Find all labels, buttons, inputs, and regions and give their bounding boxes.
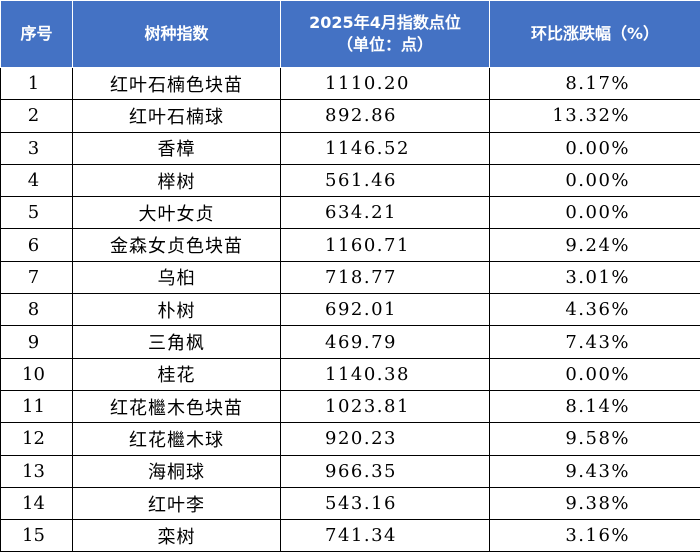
row-name-cell: 红花檵木球 (72, 422, 281, 456)
table-row: 12 红花檵木球 920.23 9.58% (0, 422, 700, 456)
row-change-cell: 0.00% (489, 163, 700, 198)
row-index-cell: 1110.20 (280, 67, 490, 101)
row-no-cell: 3 (0, 131, 73, 165)
row-index-cell: 634.21 (280, 196, 490, 230)
header-change: 环比涨跌幅（%） (489, 0, 700, 68)
row-name-cell: 红叶石楠色块苗 (72, 67, 281, 101)
table-header: 序号 树种指数 2025年4月指数点位 （单位：点） 环比涨跌幅（%） (0, 0, 700, 68)
header-row: 序号 树种指数 2025年4月指数点位 （单位：点） 环比涨跌幅（%） (0, 0, 700, 68)
table-row: 15 栾树 741.34 3.16% (0, 519, 700, 553)
table-row: 2 红叶石楠球 892.86 13.32% (0, 99, 700, 133)
row-change-cell: 9.38% (489, 486, 700, 521)
table-row: 10 桂花 1140.38 0.00% (0, 357, 700, 391)
table-row: 11 红花檵木色块苗 1023.81 8.14% (0, 389, 700, 424)
row-index-cell: 741.34 (280, 519, 490, 553)
row-name-cell: 三角枫 (72, 325, 281, 359)
header-no: 序号 (0, 0, 73, 68)
header-index: 2025年4月指数点位 （单位：点） (280, 0, 490, 68)
row-index-cell: 1023.81 (280, 389, 490, 424)
row-change-cell: 13.32% (489, 99, 700, 133)
row-no-cell: 12 (0, 422, 73, 456)
row-name-cell: 朴树 (72, 293, 281, 327)
table-row: 8 朴树 692.01 4.36% (0, 293, 700, 327)
row-no-cell: 15 (0, 519, 73, 553)
row-change-cell: 8.17% (489, 67, 700, 101)
row-change-cell: 4.36% (489, 293, 700, 327)
table-row: 9 三角枫 469.79 7.43% (0, 325, 700, 359)
row-index-cell: 469.79 (280, 325, 490, 359)
table-row: 5 大叶女贞 634.21 0.00% (0, 196, 700, 230)
row-change-cell: 8.14% (489, 389, 700, 424)
row-change-cell: 9.24% (489, 228, 700, 262)
table-row: 7 乌桕 718.77 3.01% (0, 260, 700, 295)
row-index-cell: 892.86 (280, 99, 490, 133)
table-row: 3 香樟 1146.52 0.00% (0, 131, 700, 165)
table-row: 13 海桐球 966.35 9.43% (0, 454, 700, 488)
row-no-cell: 11 (0, 389, 73, 424)
header-index-unit: （单位：点） (336, 35, 433, 54)
row-name-cell: 乌桕 (72, 260, 281, 295)
row-index-cell: 718.77 (280, 260, 490, 295)
row-change-cell: 7.43% (489, 325, 700, 359)
header-name: 树种指数 (72, 0, 281, 68)
row-index-cell: 561.46 (280, 163, 490, 198)
row-index-cell: 920.23 (280, 422, 490, 456)
row-name-cell: 香樟 (72, 131, 281, 165)
row-name-cell: 桂花 (72, 357, 281, 391)
row-name-cell: 金森女贞色块苗 (72, 228, 281, 262)
row-name-cell: 海桐球 (72, 454, 281, 488)
row-index-cell: 1140.38 (280, 357, 490, 391)
row-name-cell: 栾树 (72, 519, 281, 553)
row-no-cell: 13 (0, 454, 73, 488)
row-name-cell: 红叶石楠球 (72, 99, 281, 133)
row-index-cell: 692.01 (280, 293, 490, 327)
row-change-cell: 9.58% (489, 422, 700, 456)
row-change-cell: 0.00% (489, 357, 700, 391)
row-index-cell: 1146.52 (280, 131, 490, 165)
table-row: 4 榉树 561.46 0.00% (0, 163, 700, 198)
row-change-cell: 9.43% (489, 454, 700, 488)
row-index-cell: 543.16 (280, 486, 490, 521)
header-index-title: 2025年4月指数点位 (309, 13, 461, 32)
row-change-cell: 0.00% (489, 196, 700, 230)
row-no-cell: 4 (0, 163, 73, 198)
row-no-cell: 8 (0, 293, 73, 327)
row-no-cell: 5 (0, 196, 73, 230)
table-body: 1 红叶石楠色块苗 1110.20 8.17% 2 红叶石楠球 892.86 13.32% 3 香… (0, 67, 700, 553)
table-row: 6 金森女贞色块苗 1160.71 9.24% (0, 228, 700, 262)
row-change-cell: 3.01% (489, 260, 700, 295)
row-name-cell: 大叶女贞 (72, 196, 281, 230)
row-no-cell: 7 (0, 260, 73, 295)
row-no-cell: 6 (0, 228, 73, 262)
row-name-cell: 红花檵木色块苗 (72, 389, 281, 424)
row-name-cell: 红叶李 (72, 486, 281, 521)
row-no-cell: 14 (0, 486, 73, 521)
row-change-cell: 3.16% (489, 519, 700, 553)
row-no-cell: 10 (0, 357, 73, 391)
table-row: 1 红叶石楠色块苗 1110.20 8.17% (0, 67, 700, 101)
row-no-cell: 2 (0, 99, 73, 133)
row-index-cell: 1160.71 (280, 228, 490, 262)
row-index-cell: 966.35 (280, 454, 490, 488)
row-name-cell: 榉树 (72, 163, 281, 198)
row-no-cell: 9 (0, 325, 73, 359)
row-change-cell: 0.00% (489, 131, 700, 165)
row-no-cell: 1 (0, 67, 73, 101)
table-row: 14 红叶李 543.16 9.38% (0, 486, 700, 521)
